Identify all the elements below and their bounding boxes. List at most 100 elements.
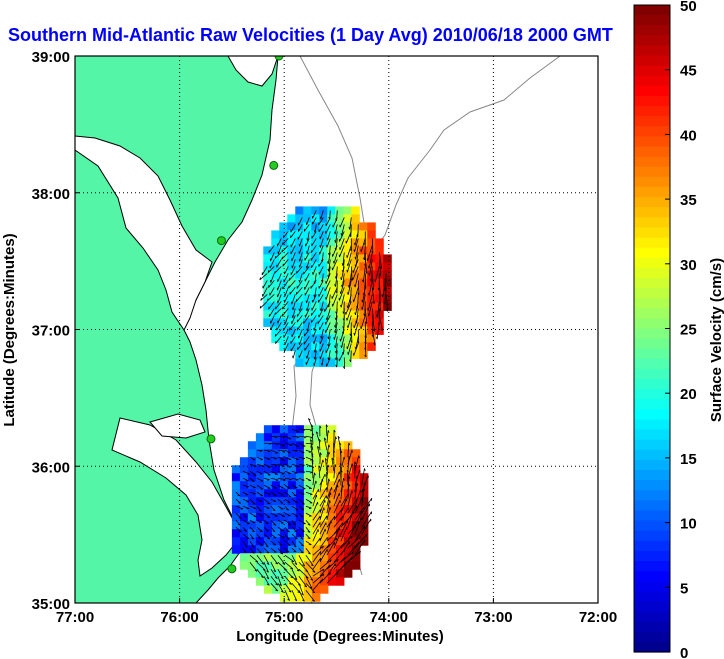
velocity-arrowhead — [348, 456, 351, 459]
velocity-cell — [287, 473, 297, 482]
velocity-cell — [343, 561, 353, 570]
velocity-vector — [305, 554, 314, 567]
velocity-vector — [325, 224, 331, 234]
velocity-cell — [319, 254, 328, 263]
velocity-cell — [303, 318, 312, 327]
velocity-vector — [304, 287, 310, 296]
velocity-cell — [319, 358, 328, 367]
velocity-arrowhead — [265, 545, 269, 548]
velocity-vector — [331, 457, 335, 472]
velocity-cell — [367, 318, 376, 327]
velocity-vector — [312, 537, 321, 549]
velocity-cell — [335, 270, 344, 279]
velocity-cell — [375, 254, 384, 263]
velocity-cell — [343, 537, 353, 546]
velocity-cell — [319, 294, 328, 303]
velocity-cell — [295, 577, 305, 586]
velocity-vector — [282, 238, 289, 245]
velocity-cell — [335, 358, 344, 367]
velocity-arrowhead — [346, 469, 349, 473]
velocity-arrowhead — [357, 292, 360, 295]
velocity-arrowhead — [368, 292, 370, 296]
velocity-vector — [256, 505, 262, 512]
velocity-arrowhead — [312, 600, 315, 602]
velocity-vector — [326, 451, 330, 465]
velocity-vector — [256, 526, 263, 533]
velocity-cell — [239, 505, 249, 514]
velocity-cell — [303, 294, 312, 303]
velocity-vector — [321, 273, 324, 283]
velocity-vector — [340, 456, 345, 472]
velocity-vector — [277, 547, 284, 555]
velocity-cell — [351, 529, 361, 538]
velocity-cell — [343, 230, 352, 239]
velocity-vector — [256, 498, 263, 502]
velocity-cell — [327, 425, 337, 434]
velocity-cell — [359, 230, 368, 239]
velocity-cell — [295, 585, 305, 594]
velocity-vector — [284, 505, 289, 511]
velocity-vector — [267, 294, 275, 302]
velocity-arrowhead — [280, 577, 284, 580]
velocity-vector — [333, 515, 344, 528]
velocity-vector — [311, 238, 317, 247]
velocity-cell — [295, 441, 305, 450]
velocity-vector — [325, 424, 328, 437]
velocity-arrowhead — [320, 336, 322, 339]
velocity-vector — [263, 449, 271, 452]
velocity-arrowhead — [272, 509, 276, 512]
velocity-cell — [247, 569, 257, 578]
velocity-vector — [339, 245, 345, 258]
velocity-vector — [304, 252, 310, 261]
velocity-vector — [303, 336, 310, 345]
velocity-vector — [256, 568, 264, 578]
velocity-vector — [298, 245, 303, 254]
velocity-cell — [287, 214, 296, 223]
velocity-arrowhead — [365, 321, 368, 324]
velocity-vector — [376, 322, 380, 340]
velocity-vector — [327, 252, 331, 264]
velocity-vector — [328, 350, 331, 360]
velocity-cell — [359, 513, 369, 522]
colorbar-segment — [634, 136, 670, 148]
velocity-cell — [319, 489, 329, 498]
velocity-arrowhead — [327, 343, 329, 347]
velocity-cell — [351, 206, 360, 215]
velocity-vector — [353, 287, 359, 302]
velocity-vector — [305, 582, 316, 593]
velocity-arrowhead — [333, 337, 335, 340]
velocity-arrowhead — [341, 284, 343, 288]
velocity-cell — [279, 497, 289, 506]
x-tick-label: 77:00 — [56, 609, 94, 626]
velocity-vector — [340, 498, 347, 514]
velocity-vector — [349, 217, 352, 230]
velocity-arrowhead — [252, 493, 256, 495]
velocity-cell — [311, 254, 320, 263]
velocity-vector — [305, 576, 313, 589]
velocity-cell — [327, 513, 337, 522]
velocity-vector — [284, 554, 295, 563]
velocity-vector — [325, 287, 331, 300]
velocity-arrowhead — [340, 469, 343, 473]
velocity-vector — [324, 280, 331, 292]
velocity-vector — [268, 245, 275, 253]
velocity-arrowhead — [342, 484, 344, 488]
velocity-vector — [282, 259, 289, 267]
velocity-cell — [295, 214, 304, 223]
velocity-vector — [269, 287, 275, 296]
velocity-arrowhead — [308, 418, 311, 421]
velocity-cell — [311, 537, 321, 546]
velocity-vector — [354, 510, 363, 528]
velocity-cell — [263, 521, 273, 530]
colorbar-segment — [634, 510, 670, 522]
colorbar-segment — [634, 641, 670, 653]
velocity-arrowhead — [327, 261, 329, 264]
velocity-cell — [367, 262, 376, 271]
velocity-cell — [279, 238, 288, 247]
velocity-vector — [371, 315, 376, 332]
colorbar-segment — [634, 368, 670, 380]
velocity-vector — [298, 463, 305, 466]
velocity-vector — [249, 498, 256, 505]
velocity-vector — [270, 322, 275, 331]
colorbar-segment — [634, 217, 670, 229]
